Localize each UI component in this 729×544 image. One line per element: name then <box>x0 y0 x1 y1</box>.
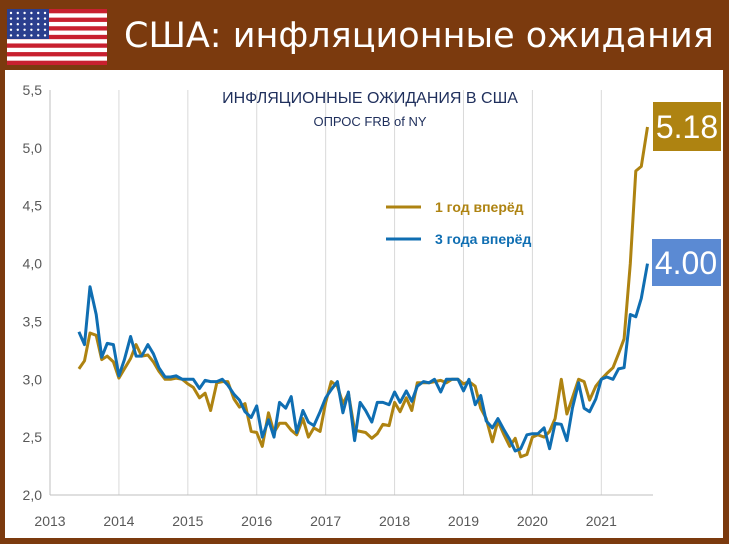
chart-subtitle: ОПРОС FRB of NY <box>313 114 426 129</box>
page-title: США: инфляционные ожидания <box>124 16 714 56</box>
legend-label-three-year: 3 года вперёд <box>435 231 531 247</box>
x-tick-label: 2020 <box>517 513 548 529</box>
x-tick-labels: 2013 2014 2015 2016 2017 2018 2019 2020 2021 <box>34 513 617 529</box>
chart-title: ИНФЛЯЦИОННЫЕ ОЖИДАНИЯ В США <box>222 90 518 107</box>
header-bar: США: инфляционные ожидания <box>0 0 729 70</box>
x-tick-label: 2021 <box>586 513 617 529</box>
legend: 1 год вперёд 3 года вперёд <box>386 199 531 247</box>
x-tick-label: 2015 <box>172 513 203 529</box>
legend-label-one-year: 1 год вперёд <box>435 199 524 215</box>
badge-three-year: 4.00 <box>652 239 721 286</box>
x-tick-label: 2014 <box>103 513 134 529</box>
inflation-expectations-chart: 2,02,53,03,54,04,55,05,5 2013 2014 2015 201… <box>23 82 721 529</box>
x-tick-label: 2013 <box>34 513 65 529</box>
y-tick-label: 2,5 <box>23 429 43 445</box>
series-lines <box>77 126 649 459</box>
us-flag-icon <box>7 9 107 65</box>
series-line-one-year <box>77 126 649 459</box>
y-tick-label: 5,5 <box>23 82 43 98</box>
y-tick-label: 4,5 <box>23 198 43 214</box>
x-tick-label: 2019 <box>448 513 479 529</box>
chart-panel: 2,0 2,5 3,0 3,5 4,0 4,5 5,0 5,5 2013 2014 2015 201… <box>5 70 723 538</box>
badge-one-year: 5.18 <box>653 102 721 151</box>
y-tick-label: 3,0 <box>23 371 43 387</box>
series-line-three-year <box>77 263 649 453</box>
y-tick-label: 2,0 <box>23 487 43 503</box>
x-tick-label: 2018 <box>379 513 410 529</box>
vertical-grid <box>49 90 602 495</box>
y-tick-labels: 2,0 2,5 3,0 3,5 4,0 4,5 5,0 5,5 <box>23 82 43 503</box>
x-tick-label: 2017 <box>310 513 341 529</box>
badge-one-year-value: 5.18 <box>656 109 718 145</box>
y-tick-label: 4,0 <box>23 256 43 272</box>
x-tick-label: 2016 <box>241 513 272 529</box>
y-tick-label: 3,5 <box>23 313 43 329</box>
badge-three-year-value: 4.00 <box>655 245 717 281</box>
y-tick-label: 5,0 <box>23 140 43 156</box>
